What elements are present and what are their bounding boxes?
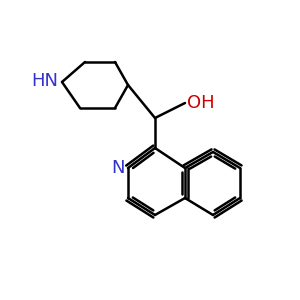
Text: N: N: [112, 159, 125, 177]
Text: OH: OH: [187, 94, 214, 112]
Text: HN: HN: [31, 72, 58, 90]
